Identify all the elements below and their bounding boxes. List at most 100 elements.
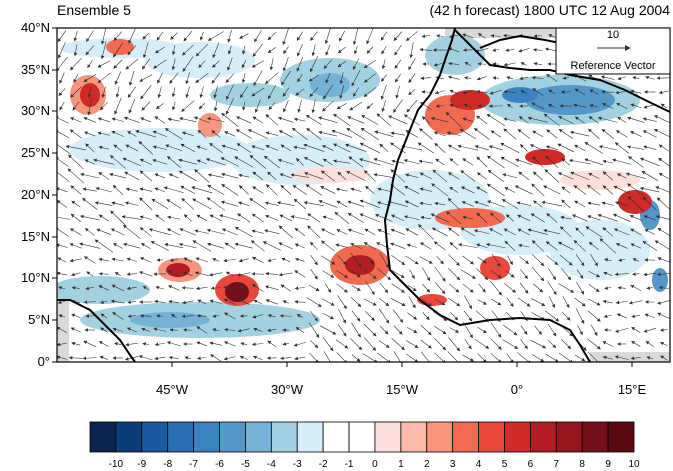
wind-arrow: [168, 299, 180, 304]
wind-arrow: [430, 213, 449, 223]
colorbar-label: 6: [527, 459, 534, 470]
wind-arrow: [601, 90, 615, 94]
wind-arrow: [557, 172, 574, 180]
wind-arrow: [115, 86, 120, 98]
wind-arrow: [558, 129, 573, 139]
wind-arrow: [431, 183, 449, 197]
wind-arrow: [518, 116, 529, 124]
wind-arrow: [84, 159, 96, 165]
wind-arrow: [517, 129, 531, 139]
wind-arrow: [70, 86, 82, 98]
wind-arrow: [570, 171, 590, 181]
wind-arrow: [322, 215, 333, 220]
wind-arrow: [394, 59, 402, 69]
wind-arrow: [111, 117, 124, 122]
wind-arrow: [517, 214, 531, 222]
wind-arrow: [142, 285, 149, 290]
wind-arrow: [393, 31, 403, 41]
wind-arrow: [546, 129, 558, 139]
wind-arrow: [57, 215, 70, 220]
wind-arrow: [185, 72, 190, 85]
wind-arrow: [363, 269, 377, 279]
wind-arrow: [390, 131, 406, 136]
wind-arrow: [58, 314, 66, 318]
wind-arrow: [151, 198, 169, 210]
wind-arrow: [213, 101, 218, 112]
wind-arrow: [140, 314, 152, 318]
wind-arrow: [152, 158, 168, 165]
wind-arrow: [645, 340, 654, 347]
wind-arrow: [335, 243, 349, 248]
wind-arrow: [178, 242, 197, 249]
y-tick-label: 0°: [37, 354, 50, 369]
colorbar-swatch: [400, 421, 428, 453]
wind-arrow: [405, 130, 419, 138]
wind-arrow: [94, 239, 114, 253]
wind-arrow: [238, 173, 250, 178]
wind-arrow: [85, 286, 95, 291]
colorbar-label: 1: [398, 459, 404, 470]
wind-arrow: [533, 34, 542, 38]
wind-arrow: [376, 242, 392, 250]
wind-arrow: [82, 197, 98, 210]
wind-arrow: [643, 215, 656, 221]
wind-arrow: [460, 227, 476, 237]
wind-arrow: [585, 226, 603, 238]
colorbar-label: 10: [628, 459, 640, 470]
wind-arrow: [531, 298, 546, 306]
wind-arrow: [73, 73, 79, 83]
wind-arrow: [212, 314, 220, 318]
wind-arrow: [460, 269, 476, 279]
wind-arrow: [209, 299, 222, 304]
wind-arrow: [631, 314, 641, 318]
wind-arrow: [464, 295, 472, 310]
wind-arrow: [520, 90, 528, 94]
wind-arrow: [351, 354, 361, 362]
wind-arrow: [617, 76, 627, 81]
wind-arrow: [434, 142, 446, 153]
wind-arrow: [192, 240, 212, 252]
wind-arrow: [548, 89, 556, 95]
x-tick-label: 0°: [510, 382, 524, 397]
wind-arrow: [296, 31, 304, 41]
wind-arrow: [337, 171, 347, 181]
wind-arrow: [199, 31, 204, 41]
wind-arrow: [182, 328, 193, 332]
wind-arrow: [239, 86, 248, 98]
wind-arrow: [408, 296, 416, 309]
wind-arrow: [296, 56, 304, 72]
wind-arrow: [207, 31, 224, 41]
wind-arrow: [473, 127, 490, 140]
wind-arrow: [351, 285, 361, 291]
wind-arrow: [433, 325, 447, 335]
wind-arrow: [602, 103, 614, 109]
wind-arrow: [561, 339, 572, 350]
wind-arrow: [109, 155, 126, 169]
wind-arrow: [308, 284, 320, 292]
wind-arrow: [532, 48, 543, 52]
wind-arrow: [658, 285, 669, 290]
wind-arrow: [263, 155, 280, 169]
wind-arrow: [69, 243, 83, 249]
wind-arrow: [295, 88, 305, 96]
wind-arrow: [125, 342, 139, 347]
wind-arrow: [646, 286, 654, 290]
wind-arrow: [489, 89, 502, 95]
wind-arrow: [419, 128, 433, 140]
wind-arrow: [197, 356, 207, 360]
south-america-coastline: [57, 299, 136, 362]
wind-arrow: [393, 325, 403, 335]
wind-arrow: [154, 356, 166, 361]
wind-arrow: [350, 297, 362, 308]
colorbar-label: -2: [318, 459, 328, 470]
wind-arrow: [169, 328, 178, 332]
wind-arrow: [181, 131, 194, 136]
wind-arrow: [304, 172, 324, 180]
wind-arrow: [628, 300, 643, 305]
wind-arrow: [310, 31, 318, 41]
wind-arrow: [518, 48, 530, 53]
colorbar-label: -1: [344, 459, 354, 470]
wind-arrow: [435, 76, 444, 80]
wind-arrow: [405, 255, 419, 265]
wind-arrow: [503, 89, 516, 94]
